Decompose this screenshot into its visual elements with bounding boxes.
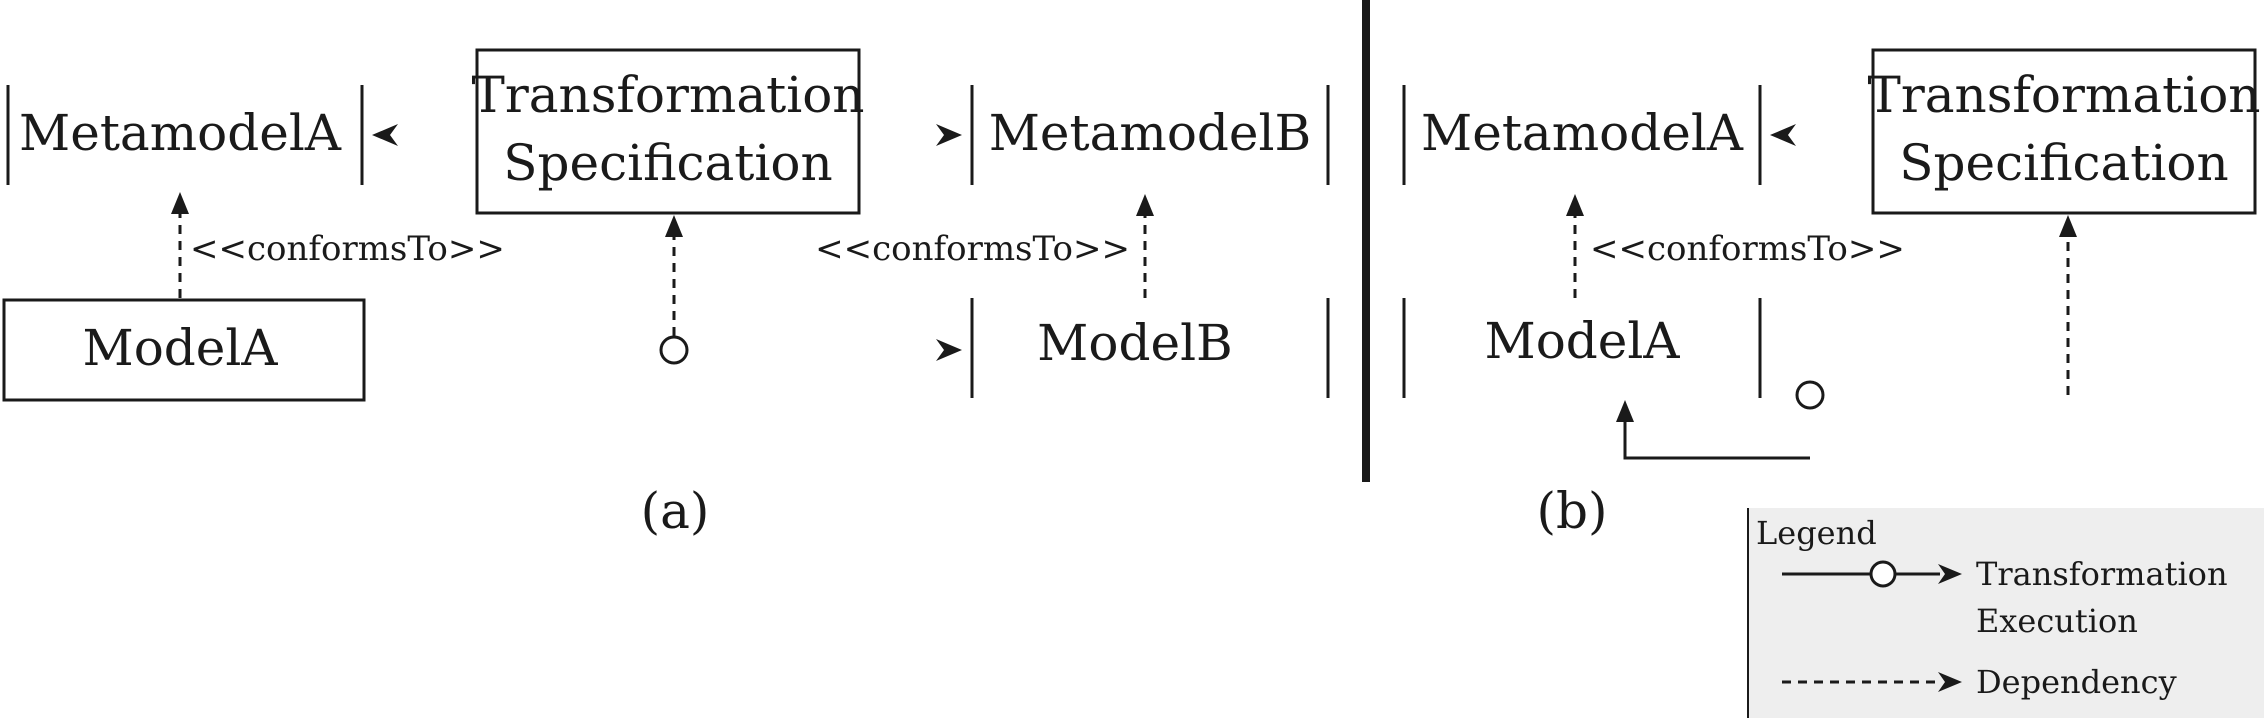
panel-b: MetamodelA Transformation Specification … bbox=[1402, 48, 2261, 540]
legend: Legend Transformation Execution Dependen… bbox=[1747, 508, 2264, 718]
metamodel-a-node: MetamodelA bbox=[6, 85, 364, 185]
b-conforms-label: <<conformsTo>> bbox=[1590, 229, 1905, 269]
execution-circle bbox=[659, 335, 689, 365]
b-conforms-dependency: <<conformsTo>> bbox=[1566, 194, 1905, 298]
legend-transformation-line1: Transformation bbox=[1976, 555, 2228, 593]
metamodel-b-arrowhead bbox=[936, 124, 962, 146]
metamodel-b-node: MetamodelB bbox=[970, 85, 1330, 185]
model-b-label: ModelB bbox=[1037, 314, 1233, 372]
conforms-right-label: <<conformsTo>> bbox=[815, 229, 1130, 269]
legend-title: Legend bbox=[1756, 514, 1877, 552]
transformation-spec-node: Transformation Specification bbox=[471, 48, 865, 215]
conforms-dependency-right: <<conformsTo>> bbox=[815, 194, 1154, 298]
b-transformation-spec-line1: Transformation bbox=[1867, 66, 2260, 124]
legend-transformation-line2: Execution bbox=[1976, 602, 2138, 640]
transformation-spec-line1: Transformation bbox=[471, 66, 864, 124]
b-metamodel-a-node: MetamodelA bbox=[1402, 85, 1762, 185]
b-model-a-label: ModelA bbox=[1485, 312, 1681, 370]
spec-arrowhead bbox=[665, 215, 683, 237]
model-a-label: ModelA bbox=[83, 319, 279, 377]
panel-a: MetamodelA Transformation Specification … bbox=[2, 48, 1330, 540]
legend-dependency-label: Dependency bbox=[1976, 663, 2177, 701]
b-spec-arrowhead bbox=[2059, 215, 2077, 237]
model-a-box bbox=[2, 298, 366, 402]
b-metamodel-a-arrowhead bbox=[1770, 124, 1796, 146]
model-a-node: ModelA bbox=[2, 298, 366, 402]
b-metamodel-a-label: MetamodelA bbox=[1421, 104, 1744, 162]
b-transformation-spec-box bbox=[1871, 48, 2257, 215]
model-b-node: ModelB bbox=[970, 298, 1330, 398]
b-execution-arrowhead bbox=[1616, 400, 1634, 422]
b-execution-path bbox=[1616, 400, 1810, 460]
caption-a: (a) bbox=[641, 482, 710, 540]
conforms-left-label: <<conformsTo>> bbox=[190, 229, 505, 269]
conforms-dependency-left: <<conformsTo>> bbox=[171, 192, 505, 298]
metamodel-a-arrowhead bbox=[372, 124, 398, 146]
conforms-left-arrowhead bbox=[171, 192, 189, 214]
caption-b: (b) bbox=[1536, 482, 1607, 540]
model-b-arrowhead bbox=[936, 339, 962, 361]
b-transformation-spec-line2: Specification bbox=[1899, 134, 2228, 192]
legend-dependency-symbol bbox=[1782, 672, 1962, 692]
legend-transformation-symbol bbox=[1782, 560, 1962, 588]
execution-to-spec-dependency bbox=[659, 215, 689, 365]
b-transformation-spec-node: Transformation Specification bbox=[1867, 48, 2261, 215]
conforms-right-arrowhead bbox=[1136, 194, 1154, 216]
b-model-a-node: ModelA bbox=[1402, 298, 1762, 398]
metamodel-a-label: MetamodelA bbox=[19, 104, 342, 162]
b-conforms-arrowhead bbox=[1566, 194, 1584, 216]
transformation-spec-box bbox=[475, 48, 861, 215]
b-execution-circle bbox=[1795, 380, 1825, 410]
transformation-spec-line2: Specification bbox=[503, 134, 832, 192]
b-spec-dependency bbox=[2059, 215, 2077, 395]
metamodel-b-label: MetamodelB bbox=[989, 104, 1312, 162]
